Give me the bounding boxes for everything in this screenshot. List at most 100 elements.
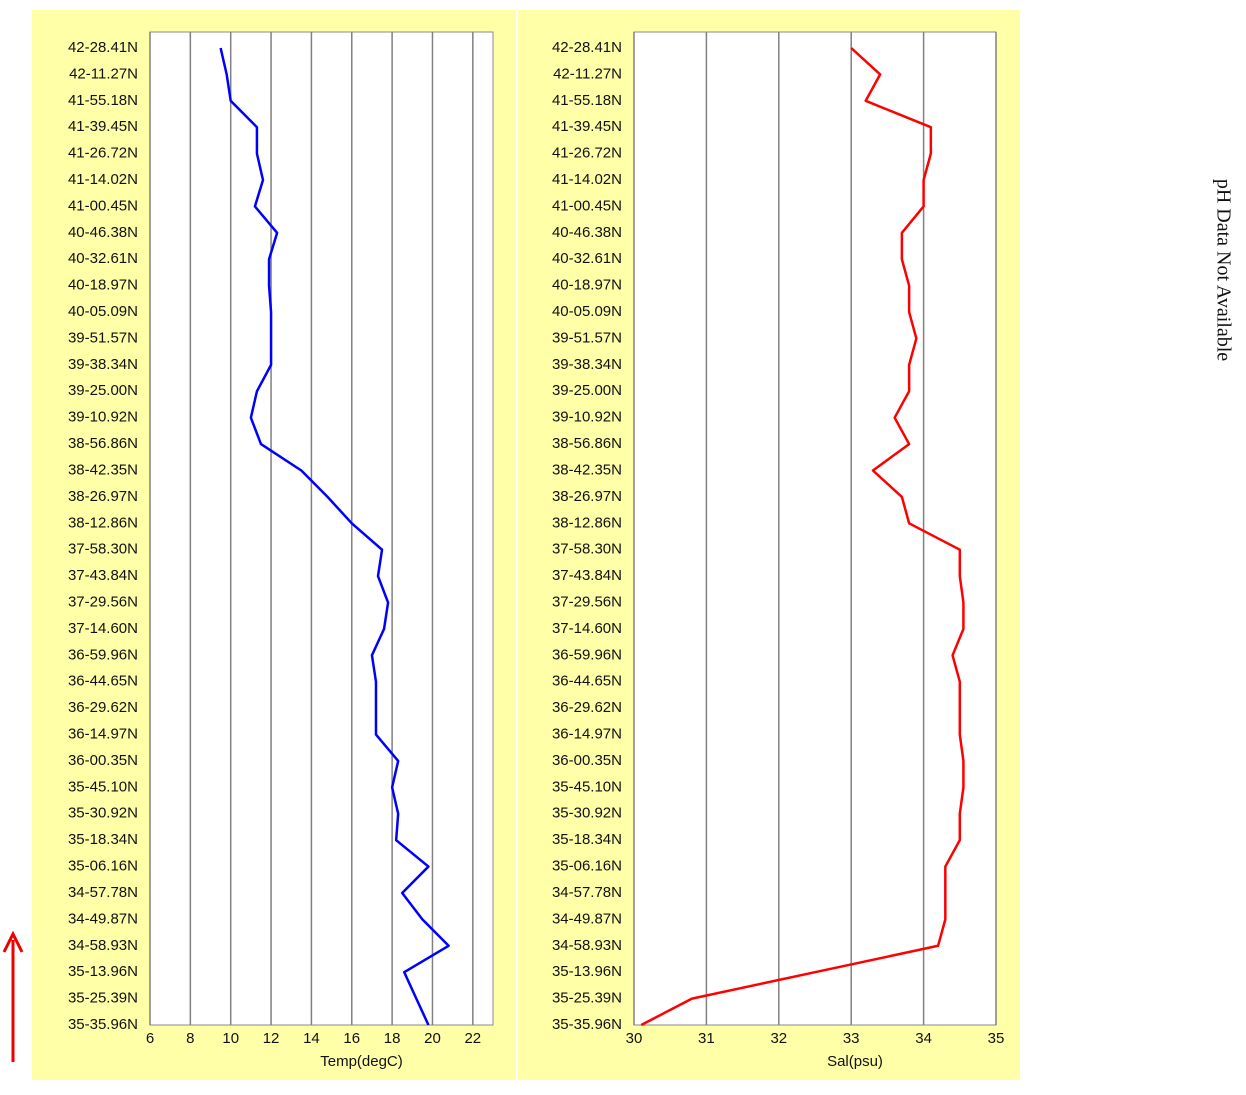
y-tick-label: 37-14.60N	[552, 620, 622, 637]
y-tick-label: 34-57.78N	[68, 884, 138, 901]
y-tick-label: 41-39.45N	[68, 118, 138, 135]
y-tick-label: 39-51.57N	[552, 329, 622, 346]
y-tick-label: 40-18.97N	[68, 277, 138, 294]
y-tick-label: 41-55.18N	[68, 92, 138, 109]
y-tick-label: 38-56.86N	[68, 435, 138, 452]
y-tick-label: 37-43.84N	[68, 567, 138, 584]
y-tick-label: 38-56.86N	[552, 435, 622, 452]
y-tick-label: 40-32.61N	[68, 250, 138, 267]
arrow	[2, 930, 24, 1062]
x-tick-label: 32	[770, 1030, 787, 1047]
y-tick-label: 39-25.00N	[68, 382, 138, 399]
x-tick-label: 31	[698, 1030, 715, 1047]
y-tick-label: 35-35.96N	[552, 1016, 622, 1033]
x-tick-label: 33	[843, 1030, 860, 1047]
y-tick-label: 35-45.10N	[68, 778, 138, 795]
y-tick-label: 35-25.39N	[68, 990, 138, 1007]
x-tick-label: 18	[384, 1030, 401, 1047]
data-line	[640, 47, 965, 1027]
x-tick-label: 14	[303, 1030, 320, 1047]
x-tick-label: 10	[222, 1030, 239, 1047]
y-tick-label: 38-42.35N	[552, 461, 622, 478]
y-tick-label: 38-12.86N	[552, 514, 622, 531]
y-tick-label: 38-26.97N	[68, 488, 138, 505]
y-tick-label: 35-45.10N	[552, 778, 622, 795]
y-tick-label: 36-14.97N	[68, 726, 138, 743]
y-tick-label: 36-59.96N	[552, 646, 622, 663]
y-tick-label: 35-35.96N	[68, 1016, 138, 1033]
y-tick-label: 41-14.02N	[68, 171, 138, 188]
x-tick-label: 35	[988, 1030, 1005, 1047]
y-tick-label: 37-58.30N	[68, 541, 138, 558]
y-tick-label: 35-25.39N	[552, 990, 622, 1007]
x-tick-label: 6	[146, 1030, 154, 1047]
y-tick-label: 42-11.27N	[69, 65, 138, 82]
data-line	[219, 47, 450, 1026]
y-tick-label: 37-29.56N	[68, 593, 138, 610]
y-tick-label: 35-30.92N	[552, 805, 622, 822]
y-tick-label: 38-26.97N	[552, 488, 622, 505]
y-tick-label: 41-55.18N	[552, 92, 622, 109]
plot-area	[633, 31, 997, 1026]
y-tick-label: 41-39.45N	[552, 118, 622, 135]
y-tick-label: 36-44.65N	[552, 673, 622, 690]
x-tick-label: 20	[424, 1030, 441, 1047]
y-tick-label: 36-00.35N	[68, 752, 138, 769]
x-axis-label: Temp(degC)	[320, 1053, 403, 1070]
y-tick-label: 35-13.96N	[552, 963, 622, 980]
x-axis-label: Sal(psu)	[827, 1053, 883, 1070]
x-tick-label: 22	[464, 1030, 481, 1047]
y-tick-label: 35-13.96N	[68, 963, 138, 980]
y-tick-label: 37-58.30N	[552, 541, 622, 558]
y-tick-label: 41-26.72N	[552, 145, 622, 162]
y-tick-label: 34-58.93N	[68, 937, 138, 954]
y-tick-label: 34-49.87N	[552, 910, 622, 927]
y-tick-label: 41-26.72N	[68, 145, 138, 162]
y-tick-label: 40-46.38N	[68, 224, 138, 241]
y-tick-label: 42-28.41N	[68, 39, 138, 56]
y-tick-label: 40-05.09N	[552, 303, 622, 320]
y-tick-label: 36-00.35N	[552, 752, 622, 769]
y-tick-label: 37-14.60N	[68, 620, 138, 637]
y-tick-label: 39-38.34N	[552, 356, 622, 373]
plot-area	[149, 31, 494, 1026]
x-tick-label: 16	[343, 1030, 360, 1047]
y-tick-label: 36-59.96N	[68, 646, 138, 663]
y-tick-label: 41-00.45N	[68, 197, 138, 214]
y-tick-label: 38-12.86N	[68, 514, 138, 531]
y-tick-label: 39-51.57N	[68, 329, 138, 346]
y-tick-label: 36-14.97N	[552, 726, 622, 743]
y-tick-label: 35-18.34N	[552, 831, 622, 848]
x-tick-label: 8	[186, 1030, 194, 1047]
y-tick-label: 34-49.87N	[68, 910, 138, 927]
x-tick-label: 34	[915, 1030, 932, 1047]
y-tick-label: 39-38.34N	[68, 356, 138, 373]
y-tick-label: 41-00.45N	[552, 197, 622, 214]
y-tick-label: 41-14.02N	[552, 171, 622, 188]
y-tick-label: 37-43.84N	[552, 567, 622, 584]
y-tick-label: 34-57.78N	[552, 884, 622, 901]
side-note: pH Data Not Available	[1212, 179, 1234, 361]
y-tick-label: 37-29.56N	[552, 593, 622, 610]
y-tick-label: 40-18.97N	[552, 277, 622, 294]
y-tick-label: 42-11.27N	[553, 65, 622, 82]
y-tick-label: 40-46.38N	[552, 224, 622, 241]
y-tick-label: 35-18.34N	[68, 831, 138, 848]
y-tick-label: 36-29.62N	[68, 699, 138, 716]
y-tick-label: 42-28.41N	[552, 39, 622, 56]
y-tick-label: 35-06.16N	[552, 858, 622, 875]
y-tick-label: 34-58.93N	[552, 937, 622, 954]
y-tick-label: 39-10.92N	[68, 409, 138, 426]
y-tick-label: 39-10.92N	[552, 409, 622, 426]
y-tick-label: 40-32.61N	[552, 250, 622, 267]
y-tick-label: 40-05.09N	[68, 303, 138, 320]
y-tick-label: 36-29.62N	[552, 699, 622, 716]
y-tick-label: 36-44.65N	[68, 673, 138, 690]
x-tick-label: 30	[626, 1030, 643, 1047]
x-tick-label: 12	[263, 1030, 280, 1047]
y-tick-label: 39-25.00N	[552, 382, 622, 399]
y-tick-label: 35-30.92N	[68, 805, 138, 822]
y-tick-label: 38-42.35N	[68, 461, 138, 478]
